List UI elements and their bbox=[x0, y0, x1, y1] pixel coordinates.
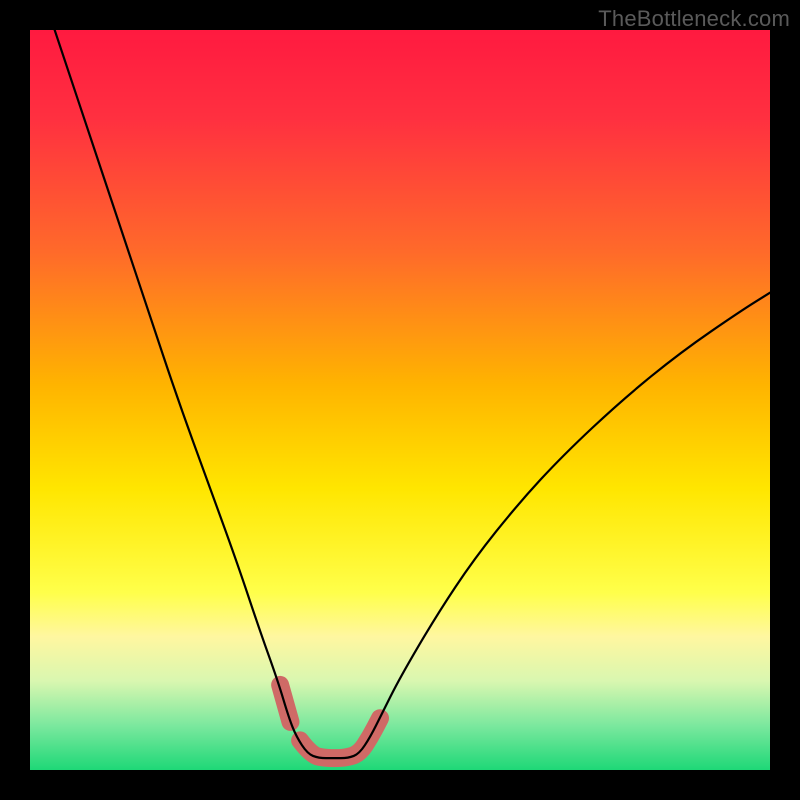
gradient-background bbox=[30, 30, 770, 770]
watermark-text: TheBottleneck.com bbox=[598, 6, 790, 32]
chart-page: TheBottleneck.com bbox=[0, 0, 800, 800]
bottleneck-curve-chart bbox=[30, 30, 770, 770]
plot-container bbox=[30, 30, 770, 770]
